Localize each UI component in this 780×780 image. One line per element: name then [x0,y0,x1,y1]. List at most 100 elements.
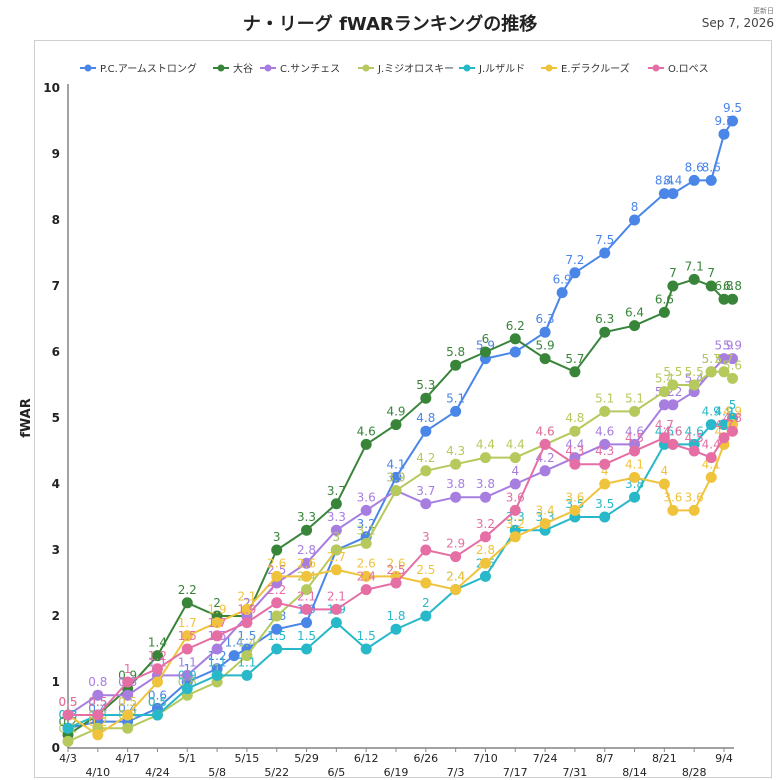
x-tick-label: 6/12 [354,752,379,765]
y-tick-label: 0 [52,741,60,755]
data-point [390,419,402,431]
data-point [688,174,700,186]
data-point [667,399,679,411]
data-point [390,623,402,635]
x-tick-label: 6/26 [413,752,438,765]
data-point [301,643,313,655]
y-tick-label: 4 [52,477,60,491]
data-point [211,630,223,642]
data-label: 3.5 [595,497,614,511]
data-point [658,432,670,444]
x-tick-label: 5/1 [178,752,196,765]
data-point [629,471,641,483]
x-tick-label: 8/21 [652,752,677,765]
data-label: 7.2 [565,253,584,267]
data-point [211,643,223,655]
data-label: 1.9 [237,603,256,617]
data-point [92,729,104,741]
data-point [122,709,134,721]
data-point [727,372,739,384]
legend-swatch-dot [217,64,225,72]
data-point [705,280,717,292]
chart-title: ナ・リーグ fWARランキングの推移 [242,14,538,35]
data-point [705,452,717,464]
data-point [705,366,717,378]
data-point [688,379,700,391]
data-label: 1 [183,662,191,676]
data-point [539,518,551,530]
data-point [667,188,679,200]
data-label: 4.5 [625,431,644,445]
data-label: 5.7 [702,352,721,366]
data-label: 2.1 [237,589,256,603]
data-label: 1.5 [297,629,316,643]
data-label: 3 [422,530,430,544]
data-point [360,584,372,596]
legend-item-label: O.ロペス [668,64,709,75]
data-label: 5.9 [536,339,555,353]
y-tick-label: 2 [52,609,60,623]
data-point [629,405,641,417]
data-point [599,247,611,259]
x-tick-label: 9/4 [715,752,733,765]
data-label: 2.6 [357,556,376,570]
data-label: 4.1 [386,457,405,471]
data-label: 4.3 [565,444,584,458]
data-point [599,438,611,450]
data-label: 2 [243,596,251,610]
data-point [151,709,163,721]
data-label: 2 [243,596,251,610]
data-point [658,478,670,490]
data-label: 3 [333,530,341,544]
data-point [509,333,521,345]
updated-date-value: Sep 7, 2026 [701,16,774,30]
data-point [667,438,679,450]
data-point [122,676,134,688]
data-point [667,504,679,516]
data-label: 3.8 [446,477,465,491]
x-tick-label: 5/15 [235,752,260,765]
data-point [599,405,611,417]
legend-swatch-dot [463,64,471,72]
data-label: 4.3 [595,444,614,458]
data-point [688,504,700,516]
data-point [181,597,193,609]
data-label: 4.6 [685,424,704,438]
x-tick-label: 7/31 [563,766,588,779]
data-label: 2.6 [267,556,286,570]
data-point [569,267,581,279]
data-point [420,610,432,622]
data-label: 5.7 [702,352,721,366]
chart-frame [34,40,772,778]
data-label: 0.9 [178,669,197,683]
data-point [599,511,611,523]
data-point [667,280,679,292]
data-label: 3.6 [663,490,682,504]
data-label: 5.7 [565,352,584,366]
x-tick-label: 6/19 [384,766,409,779]
data-label: 5.1 [595,391,614,405]
data-label: 4.6 [357,424,376,438]
legend-item-label: J.ルザルド [478,63,525,75]
data-point [151,663,163,675]
data-label: 3.2 [506,517,525,531]
data-label: 3.8 [625,477,644,491]
data-point [599,478,611,490]
data-label: 3.5 [565,497,584,511]
data-label: 5.5 [663,365,682,379]
data-label: 9.5 [723,101,742,115]
data-point [301,617,313,629]
data-point [420,577,432,589]
x-tick-label: 5/8 [208,766,226,779]
data-label: 2.7 [327,550,346,564]
data-label: 1.7 [178,616,197,630]
data-point [151,650,163,662]
x-tick-label: 8/28 [682,766,707,779]
data-point [211,617,223,629]
data-point [705,174,717,186]
data-label: 0.2 [88,715,107,729]
data-point [509,346,521,358]
data-label: 6 [482,332,490,346]
x-tick-label: 7/3 [447,766,465,779]
y-tick-label: 8 [52,213,60,227]
